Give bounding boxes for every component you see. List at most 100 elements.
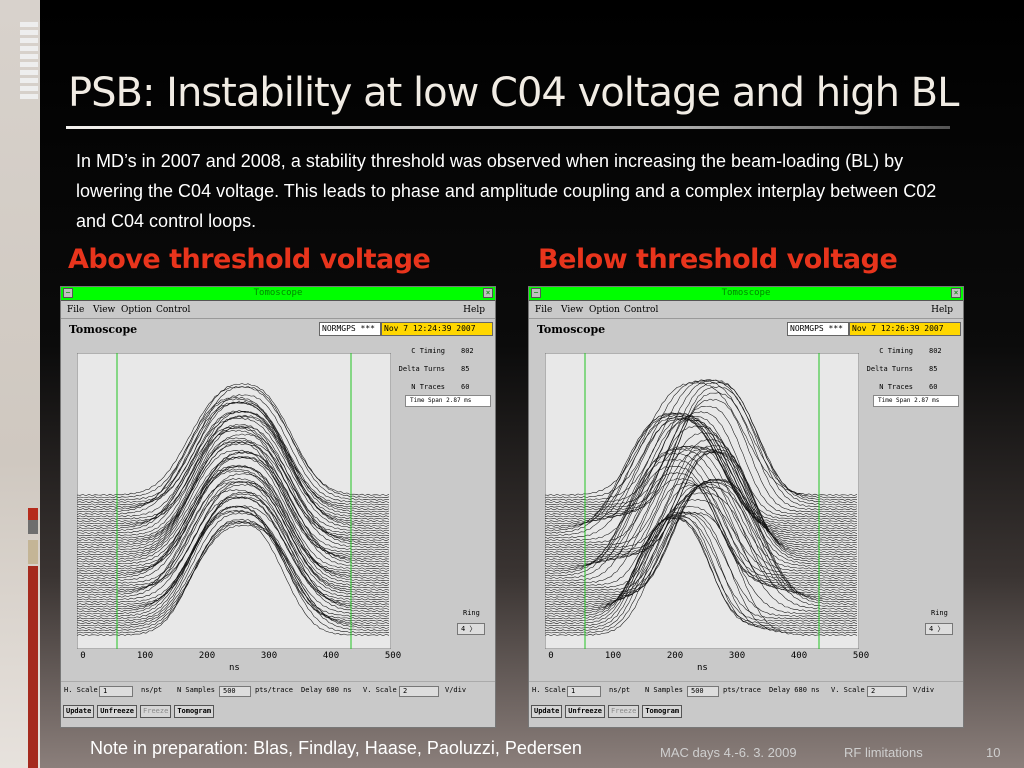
n-traces-value[interactable]: 60 — [461, 383, 470, 391]
c-timing-value[interactable]: 802 — [929, 347, 942, 355]
trace-line — [545, 379, 858, 501]
trace-line — [77, 496, 390, 610]
c-timing-value[interactable]: 802 — [461, 347, 474, 355]
update-button[interactable]: Update — [531, 705, 563, 718]
trace-line — [545, 515, 857, 620]
trace-line — [545, 486, 858, 608]
footer-page: 10 — [986, 745, 1001, 760]
trace-line — [77, 410, 390, 518]
trace-line — [545, 451, 858, 556]
trace-line — [77, 509, 390, 618]
n-samples-select[interactable]: 500 — [687, 686, 719, 697]
trace-line — [545, 380, 858, 499]
c-timing-label: C Timing — [879, 347, 913, 355]
trace-line — [77, 411, 390, 527]
freeze-button[interactable]: Freeze — [140, 705, 172, 718]
window-titlebar[interactable]: Tomoscope − × — [61, 287, 495, 301]
trace-line — [545, 514, 858, 629]
device-field[interactable]: NORMGPS *** — [319, 322, 381, 336]
trace-line — [545, 418, 858, 525]
n-traces-value[interactable]: 60 — [929, 383, 938, 391]
trace-line — [77, 481, 390, 596]
v-scale-value: 2 — [871, 687, 876, 695]
trace-line — [77, 520, 390, 637]
menu-help[interactable]: Help — [931, 305, 953, 315]
window-titlebar[interactable]: Tomoscope − × — [529, 287, 963, 301]
trace-line — [545, 425, 858, 544]
trace-line — [77, 522, 390, 632]
menu-option[interactable]: Option — [589, 305, 620, 315]
update-button[interactable]: Update — [63, 705, 95, 718]
trace-line — [77, 518, 390, 634]
title-deco-bars — [20, 22, 38, 102]
trace-group — [77, 383, 390, 637]
trace-line — [77, 483, 390, 589]
trace-line — [77, 510, 390, 615]
ring-select[interactable]: 4 〉 — [925, 623, 953, 635]
h-scale-select[interactable]: 1 — [567, 686, 601, 697]
menu-control[interactable]: Control — [624, 305, 659, 315]
trace-line — [545, 381, 858, 506]
trace-line — [545, 448, 858, 563]
window-title: Tomoscope — [253, 288, 303, 298]
n-samples-unit: pts/trace — [255, 686, 293, 694]
v-scale-value: 2 — [403, 687, 408, 695]
trace-line — [77, 506, 390, 622]
v-scale-select[interactable]: 2 — [867, 686, 907, 697]
deco-block-red-long — [28, 566, 38, 768]
x-tick-label: 300 — [260, 651, 278, 661]
trace-line — [545, 472, 858, 582]
tomogram-button[interactable]: Tomogram — [174, 705, 215, 718]
trace-line — [545, 438, 858, 549]
window-menu-icon[interactable]: − — [63, 288, 73, 298]
slide-title: PSB: Instability at low C04 voltage and … — [68, 70, 959, 116]
window-close-icon[interactable]: × — [483, 288, 493, 298]
date-field: Nov 7 12:26:39 2007 — [849, 322, 961, 336]
v-scale-select[interactable]: 2 — [399, 686, 439, 697]
menu-view[interactable]: View — [93, 305, 116, 315]
menu-view[interactable]: View — [561, 305, 584, 315]
scale-controls: H. Scale 1 ns/pt N Samples 500 pts/trace… — [529, 681, 963, 698]
tomogram-button[interactable]: Tomogram — [642, 705, 683, 718]
trace-line — [77, 396, 390, 513]
footer-topic: RF limitations — [844, 745, 923, 760]
trace-line — [545, 517, 858, 625]
x-tick-label: 0 — [80, 651, 86, 661]
n-samples-select[interactable]: 500 — [219, 686, 251, 697]
ring-select[interactable]: 4 〉 — [457, 623, 485, 635]
menu-file[interactable]: File — [535, 305, 553, 315]
unfreeze-button[interactable]: Unfreeze — [565, 705, 606, 718]
trace-line — [545, 481, 858, 606]
trace-line — [545, 412, 858, 535]
device-field[interactable]: NORMGPS *** — [787, 322, 849, 336]
window-close-icon[interactable]: × — [951, 288, 961, 298]
menu-help[interactable]: Help — [463, 305, 485, 315]
tomoscope-window-above: Tomoscope − × File View Option Control H… — [60, 286, 496, 728]
trace-line — [77, 439, 390, 551]
unfreeze-button[interactable]: Unfreeze — [97, 705, 138, 718]
delta-turns-value[interactable]: 85 — [929, 365, 938, 373]
trace-line — [77, 481, 390, 587]
trace-line — [545, 484, 858, 589]
freeze-button[interactable]: Freeze — [608, 705, 640, 718]
trace-line — [77, 398, 390, 511]
trace-line — [545, 459, 858, 577]
menu-option[interactable]: Option — [121, 305, 152, 315]
delta-turns-value[interactable]: 85 — [461, 365, 470, 373]
menu-file[interactable]: File — [67, 305, 85, 315]
trace-line — [77, 520, 390, 627]
trace-group — [545, 379, 858, 637]
trace-line — [77, 401, 389, 516]
trace-line — [545, 398, 858, 513]
trace-line — [77, 491, 390, 608]
window-menu-icon[interactable]: − — [531, 288, 541, 298]
menu-control[interactable]: Control — [156, 305, 191, 315]
time-span-field: Time Span 2.87 ms — [873, 395, 959, 407]
plot-background — [545, 353, 859, 649]
h-scale-unit: ns/pt — [141, 686, 163, 694]
h-scale-select[interactable]: 1 — [99, 686, 133, 697]
trace-line — [77, 496, 390, 601]
trace-line — [545, 448, 858, 553]
v-scale-unit: V/div — [445, 686, 467, 694]
trace-line — [545, 444, 858, 551]
